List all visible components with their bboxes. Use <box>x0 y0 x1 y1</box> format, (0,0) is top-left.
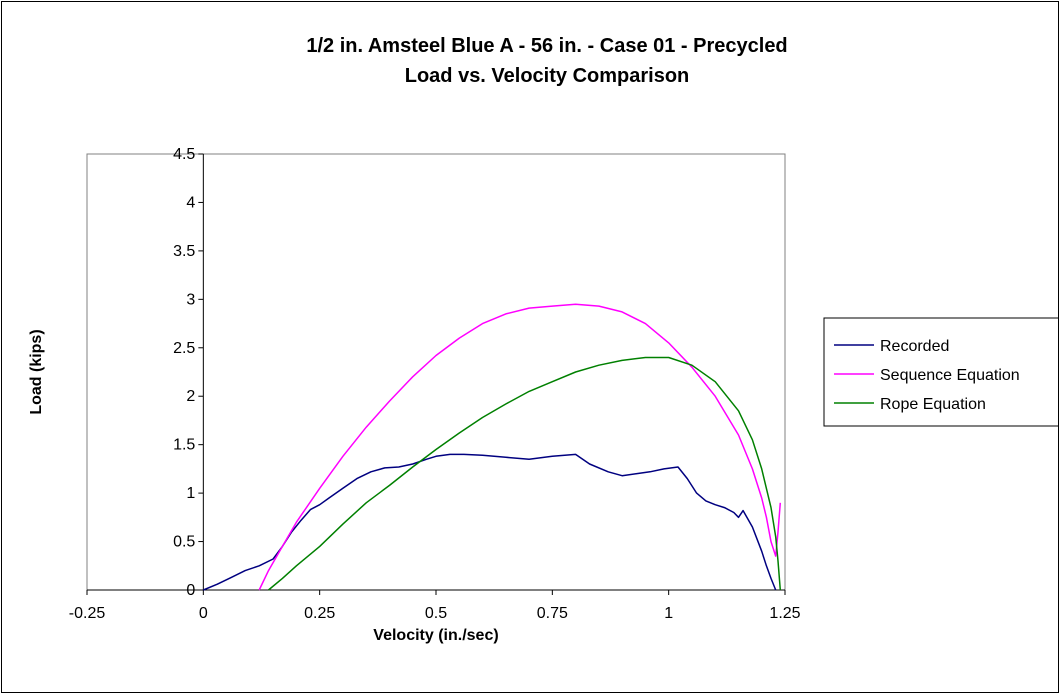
x-tick-label: 1.25 <box>769 605 800 622</box>
y-tick-label: 4 <box>186 194 195 211</box>
y-axis: 00.511.522.533.544.5 <box>173 146 204 599</box>
x-axis-title: Velocity (in./sec) <box>373 627 498 644</box>
series-group <box>203 303 782 591</box>
plot-area <box>86 153 786 591</box>
y-tick-label: 1.5 <box>173 437 195 454</box>
y-tick-label: 2 <box>186 388 195 405</box>
legend-label: Rope Equation <box>880 396 986 413</box>
series-line-rope-equation <box>268 356 782 591</box>
series-line-recorded <box>203 453 777 591</box>
chart-title-line1: 1/2 in. Amsteel Blue A - 56 in. - Case 0… <box>306 35 787 57</box>
x-tick-label: 0.5 <box>425 605 447 622</box>
y-tick-label: 0.5 <box>173 534 195 551</box>
x-tick-label: -0.25 <box>69 605 106 622</box>
x-tick-label: 1 <box>664 605 673 622</box>
y-tick-label: 2.5 <box>173 340 195 357</box>
legend-label: Sequence Equation <box>880 367 1020 384</box>
x-axis: -0.25 0 0.25 0.5 0.75 1 1.25 <box>69 589 801 622</box>
x-tick-label: 0 <box>199 605 208 622</box>
x-tick-label: 0.25 <box>304 605 335 622</box>
legend-label: Recorded <box>880 338 949 355</box>
y-tick-label: 3 <box>186 291 195 308</box>
legend-box <box>823 317 1058 427</box>
y-tick-label: 1 <box>186 485 195 502</box>
y-axis-title: Load (kips) <box>28 329 45 414</box>
legend-items: Recorded Sequence Equation Rope Equation <box>834 338 1020 413</box>
x-tick-label: 0.75 <box>537 605 568 622</box>
series-line-sequence-equation <box>258 303 782 591</box>
chart-title-line2: Load vs. Velocity Comparison <box>405 65 690 87</box>
y-tick-label: 3.5 <box>173 243 195 260</box>
legend: Recorded Sequence Equation Rope Equation <box>823 317 1058 427</box>
y-tick-label: 4.5 <box>173 146 195 163</box>
